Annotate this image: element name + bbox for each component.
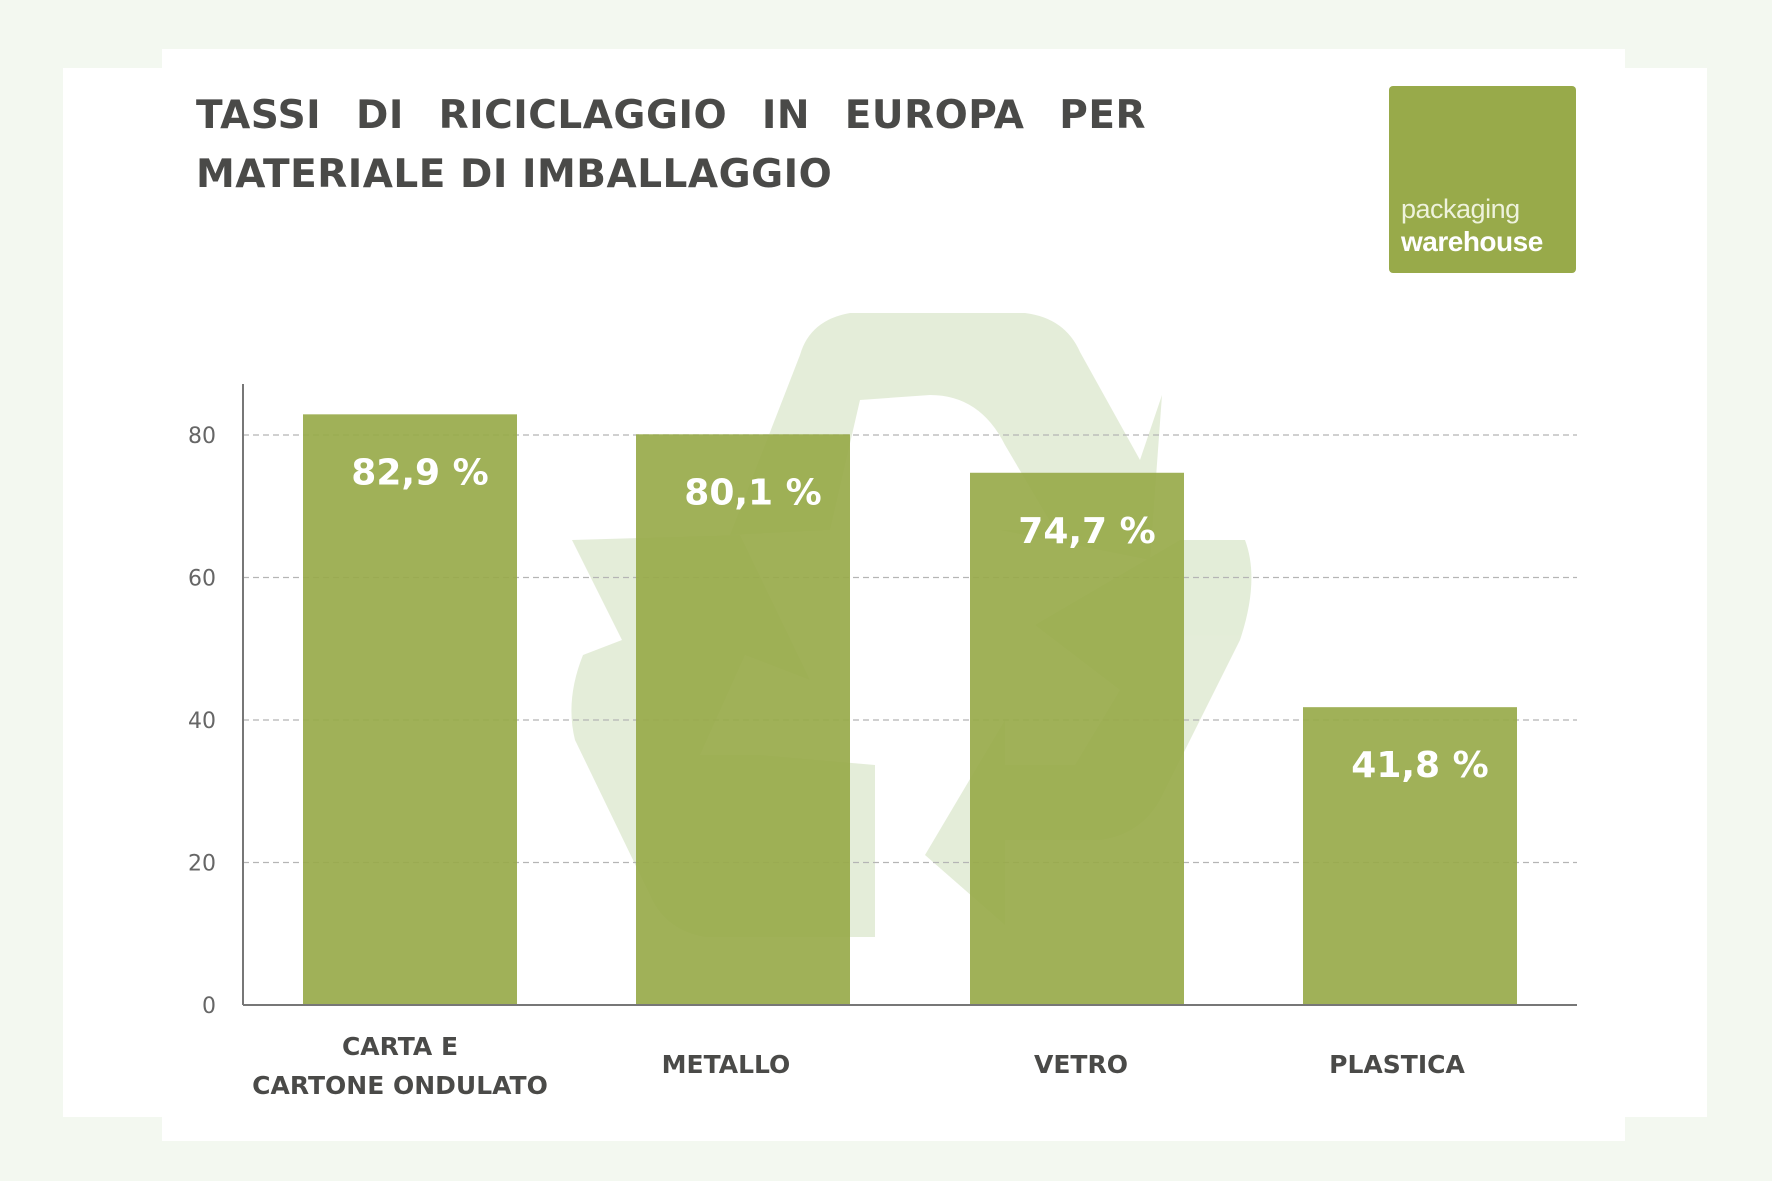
brand-logo: packaging warehouse [1389,86,1576,273]
x-category-label: CARTONE ONDULATO [252,1071,548,1100]
x-category-label: CARTA E [342,1032,458,1061]
data-label: 74,7 % [1018,511,1155,552]
logo-line1: packaging [1401,194,1520,224]
logo-line2: warehouse [1401,226,1543,257]
y-tick-label: 40 [188,709,216,734]
data-label: 41,8 % [1351,745,1488,786]
y-tick-label: 0 [202,994,216,1019]
bar [303,414,517,1005]
bar [1303,707,1517,1005]
chart-title: TASSI DI RICICLAGGIO IN EUROPA PER MATER… [196,93,1146,197]
bar [636,434,850,1006]
bar [970,472,1184,1005]
x-category-label: VETRO [1034,1050,1128,1079]
y-tick-label: 80 [188,424,216,449]
y-tick-label: 20 [188,852,216,877]
x-category-label: METALLO [662,1050,791,1079]
y-tick-label: 60 [188,567,216,592]
data-label: 82,9 % [351,452,488,493]
data-label: 80,1 % [684,472,821,513]
x-category-label: PLASTICA [1329,1050,1465,1079]
